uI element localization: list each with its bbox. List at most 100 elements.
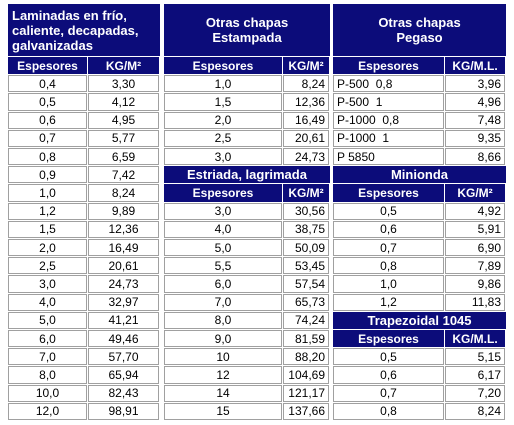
section-title: Minionda bbox=[333, 166, 506, 184]
thickness-cell: 12,0 bbox=[8, 402, 87, 420]
thickness-cell: 1,0 bbox=[333, 275, 444, 293]
thickness-cell: 0,5 bbox=[333, 348, 444, 366]
weight-cell: 121,17 bbox=[283, 384, 329, 402]
weight-cell: 4,95 bbox=[88, 111, 159, 129]
weight-cell: 11,83 bbox=[445, 293, 505, 311]
thickness-cell: 1,5 bbox=[164, 93, 282, 111]
column-header: Espesores bbox=[164, 184, 282, 202]
weight-cell: 20,61 bbox=[88, 257, 159, 275]
thickness-cell: P-500 0,8 bbox=[333, 75, 444, 93]
weight-cell: 57,70 bbox=[88, 348, 159, 366]
weight-cell: 5,91 bbox=[445, 220, 505, 238]
column-header: KG/M² bbox=[88, 57, 159, 75]
weight-cell: 32,97 bbox=[88, 293, 159, 311]
weight-cell: 6,17 bbox=[445, 366, 505, 384]
weight-cell: 4,12 bbox=[88, 93, 159, 111]
thickness-cell: 0,5 bbox=[8, 93, 87, 111]
thickness-cell: 14 bbox=[164, 384, 282, 402]
thickness-cell: 0,7 bbox=[333, 384, 444, 402]
weight-cell: 16,49 bbox=[88, 239, 159, 257]
thickness-cell: 1,5 bbox=[8, 220, 87, 238]
weight-cell: 12,36 bbox=[88, 220, 159, 238]
weight-cell: 24,73 bbox=[88, 275, 159, 293]
weight-cell: 6,59 bbox=[88, 148, 159, 166]
thickness-cell: 4,0 bbox=[8, 293, 87, 311]
thickness-cell: P-1000 1 bbox=[333, 129, 444, 147]
thickness-cell: 0,8 bbox=[333, 257, 444, 275]
weight-cell: 8,24 bbox=[283, 75, 329, 93]
thickness-cell: 5,0 bbox=[8, 311, 87, 329]
column-header: Espesores bbox=[333, 184, 444, 202]
weight-cell: 50,09 bbox=[283, 239, 329, 257]
column-header: KG/M² bbox=[283, 57, 329, 75]
weight-cell: 49,46 bbox=[88, 330, 159, 348]
weight-cell: 9,86 bbox=[445, 275, 505, 293]
column-header: Espesores bbox=[8, 57, 87, 75]
weight-cell: 7,42 bbox=[88, 166, 159, 184]
thickness-cell: 1,2 bbox=[333, 293, 444, 311]
thickness-cell: 2,0 bbox=[8, 239, 87, 257]
thickness-cell: 3,0 bbox=[8, 275, 87, 293]
weight-cell: 16,49 bbox=[283, 111, 329, 129]
section-title: Otras chapas Estampada bbox=[164, 4, 330, 56]
thickness-cell: 2,5 bbox=[164, 129, 282, 147]
thickness-cell: 0,4 bbox=[8, 75, 87, 93]
weight-cell: 5,15 bbox=[445, 348, 505, 366]
thickness-cell: P 5850 bbox=[333, 148, 444, 166]
weight-cell: 24,73 bbox=[283, 148, 329, 166]
weight-cell: 7,20 bbox=[445, 384, 505, 402]
weight-cell: 20,61 bbox=[283, 129, 329, 147]
thickness-cell: 7,0 bbox=[164, 293, 282, 311]
thickness-cell: 10,0 bbox=[8, 384, 87, 402]
weight-cell: 38,75 bbox=[283, 220, 329, 238]
thickness-cell: P-500 1 bbox=[333, 93, 444, 111]
weight-cell: 98,91 bbox=[88, 402, 159, 420]
thickness-cell: 1,0 bbox=[8, 184, 87, 202]
section-title: Laminadas en frío, caliente, decapadas, … bbox=[8, 4, 160, 56]
weight-cell: 65,94 bbox=[88, 366, 159, 384]
weight-cell: 9,89 bbox=[88, 202, 159, 220]
column-header: KG/M² bbox=[445, 184, 505, 202]
weight-cell: 3,30 bbox=[88, 75, 159, 93]
thickness-cell: 1,0 bbox=[164, 75, 282, 93]
column-header: KG/M² bbox=[283, 184, 329, 202]
thickness-cell: 6,0 bbox=[8, 330, 87, 348]
thickness-cell: 0,9 bbox=[8, 166, 87, 184]
weight-cell: 12,36 bbox=[283, 93, 329, 111]
section-title: Otras chapas Pegaso bbox=[333, 4, 506, 56]
weight-cell: 88,20 bbox=[283, 348, 329, 366]
thickness-cell: 0,8 bbox=[333, 402, 444, 420]
weight-cell: 9,35 bbox=[445, 129, 505, 147]
weight-cell: 8,66 bbox=[445, 148, 505, 166]
weight-cell: 65,73 bbox=[283, 293, 329, 311]
weight-cell: 81,59 bbox=[283, 330, 329, 348]
thickness-cell: 4,0 bbox=[164, 220, 282, 238]
thickness-cell: 0,5 bbox=[333, 202, 444, 220]
thickness-cell: 2,5 bbox=[8, 257, 87, 275]
thickness-cell: 9,0 bbox=[164, 330, 282, 348]
section-title: Trapezoidal 1045 bbox=[333, 311, 506, 329]
thickness-cell: 2,0 bbox=[164, 111, 282, 129]
thickness-cell: 8,0 bbox=[164, 311, 282, 329]
weight-cell: 5,77 bbox=[88, 129, 159, 147]
thickness-cell: 3,0 bbox=[164, 202, 282, 220]
weight-cell: 8,24 bbox=[445, 402, 505, 420]
thickness-cell: 0,6 bbox=[8, 111, 87, 129]
weight-cell: 3,96 bbox=[445, 75, 505, 93]
weight-cell: 4,92 bbox=[445, 202, 505, 220]
thickness-cell: 5,5 bbox=[164, 257, 282, 275]
column-header: KG/M.L. bbox=[445, 330, 505, 348]
thickness-cell: 7,0 bbox=[8, 348, 87, 366]
thickness-cell: 0,8 bbox=[8, 148, 87, 166]
thickness-cell: P-1000 0,8 bbox=[333, 111, 444, 129]
weight-cell: 82,43 bbox=[88, 384, 159, 402]
weight-cell: 57,54 bbox=[283, 275, 329, 293]
weight-cell: 104,69 bbox=[283, 366, 329, 384]
thickness-cell: 0,6 bbox=[333, 366, 444, 384]
thickness-cell: 12 bbox=[164, 366, 282, 384]
thickness-cell: 1,2 bbox=[8, 202, 87, 220]
thickness-cell: 10 bbox=[164, 348, 282, 366]
thickness-cell: 15 bbox=[164, 402, 282, 420]
thickness-cell: 0,6 bbox=[333, 220, 444, 238]
